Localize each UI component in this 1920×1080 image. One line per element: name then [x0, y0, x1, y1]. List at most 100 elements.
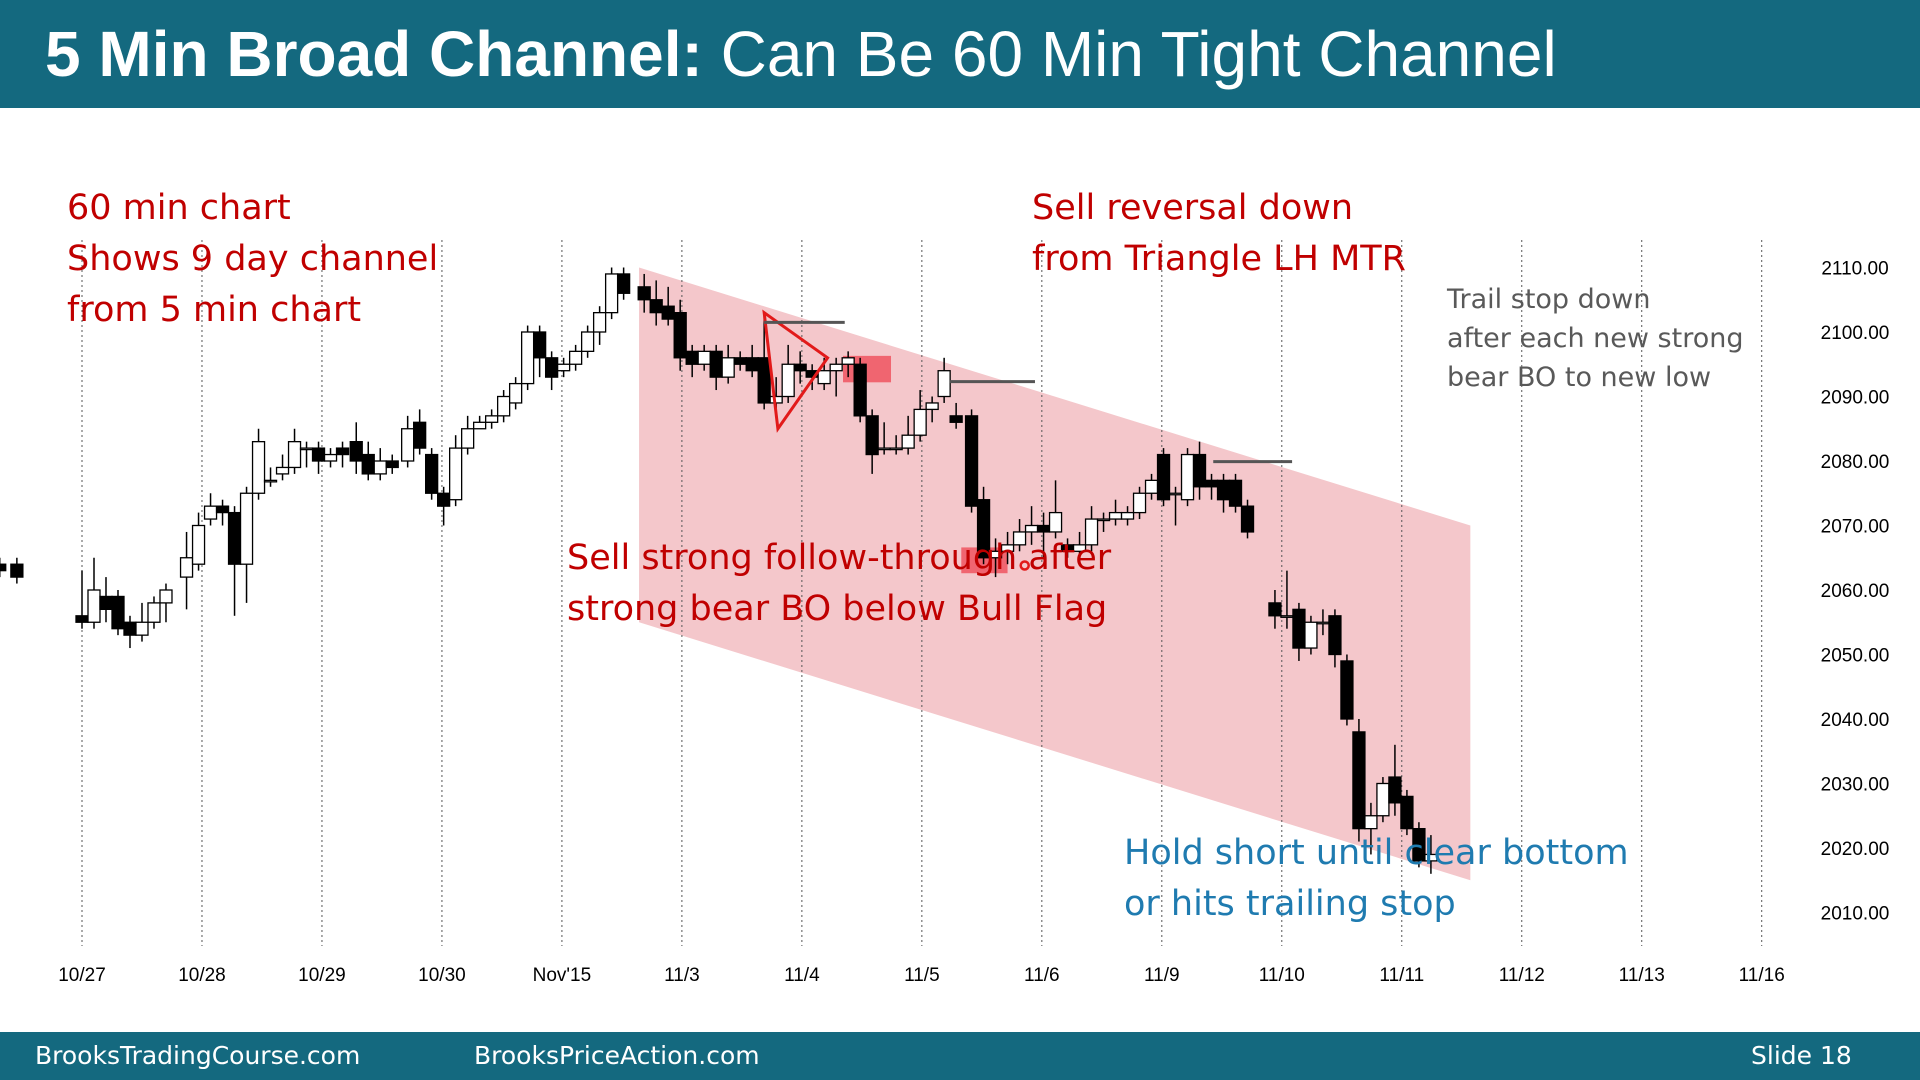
bull-candle	[1048, 511, 1063, 533]
bull-candle	[817, 370, 831, 385]
y-tick-label: 2100.00	[1821, 323, 1890, 344]
x-tick-label: 11/3	[664, 965, 700, 986]
bull-candle	[323, 453, 338, 462]
bear-candle	[976, 499, 991, 559]
bear-candle	[1156, 453, 1171, 501]
bear-candle	[437, 492, 451, 507]
bear-candle	[227, 511, 242, 565]
slide-footer: BrooksTradingCourse.com BrooksPriceActio…	[0, 1032, 1920, 1080]
y-tick-label: 2110.00	[1821, 259, 1888, 280]
annotation-mid: Sell strong follow-through after strong …	[567, 533, 1111, 635]
annotation-line: from Triangle LH MTR	[1032, 239, 1406, 279]
bull-candle	[1012, 531, 1027, 546]
annotation-line: 60 min chart	[67, 188, 291, 228]
bull-candle	[1084, 518, 1099, 546]
bear-candle	[1340, 660, 1354, 720]
annotation-line: Sell strong follow-through after	[567, 538, 1112, 578]
slide-header: 5 Min Broad Channel: Can Be 60 Min Tight…	[0, 0, 1920, 108]
bear-candle	[637, 286, 651, 301]
y-tick-label: 2070.00	[1821, 517, 1890, 538]
bull-candle	[496, 395, 511, 417]
bull-candle	[604, 273, 619, 314]
bull-candle	[135, 621, 149, 636]
bull-candle	[87, 589, 101, 623]
bear-candle	[10, 563, 24, 578]
bull-candle	[1376, 782, 1390, 817]
annotation-line: after each new strong	[1447, 323, 1744, 354]
bull-candle	[1316, 621, 1330, 625]
slide-title: 5 Min Broad Channel: Can Be 60 Min Tight…	[45, 14, 1557, 94]
bull-candle	[147, 602, 161, 623]
bull-candle	[1304, 621, 1318, 649]
bull-candle	[472, 421, 487, 430]
bear-candle	[99, 595, 113, 611]
bull-candle	[299, 447, 314, 451]
triangle-pattern	[762, 309, 830, 433]
bull-candle	[913, 408, 927, 436]
y-tick-label: 2040.00	[1821, 710, 1890, 731]
bear-candle	[215, 505, 230, 514]
bear-candle	[311, 447, 326, 462]
bull-candle	[1168, 492, 1183, 496]
bear-candle	[75, 615, 89, 623]
bear-candle	[544, 357, 559, 378]
bull-candle	[721, 357, 735, 378]
bear-candle	[1388, 776, 1402, 804]
annotation-line: bear BO to new low	[1447, 362, 1712, 393]
y-tick-label: 2020.00	[1821, 839, 1890, 860]
bull-candle	[520, 331, 535, 385]
bull-candle	[592, 311, 607, 333]
bear-candle	[1412, 828, 1426, 862]
bull-candle	[263, 479, 278, 483]
x-tick-label: 11/9	[1144, 965, 1180, 986]
bear-candle	[1352, 731, 1366, 830]
y-tick-label: 2030.00	[1821, 775, 1890, 796]
bull-candle	[1424, 853, 1438, 862]
annotation-top-mid: Sell reversal down from Triangle LH MTR	[1032, 183, 1406, 285]
bull-candle	[697, 350, 711, 365]
bear-candle	[349, 440, 363, 462]
bear-candle	[673, 311, 687, 359]
bull-candle	[484, 415, 499, 423]
bull-candle	[1072, 544, 1087, 552]
bull-candle	[1364, 815, 1378, 830]
bull-candle	[925, 402, 939, 411]
footer-left-link[interactable]: BrooksTradingCourse.com	[35, 1041, 361, 1070]
x-tick-label: 11/6	[1024, 965, 1060, 986]
y-tick-label: 2060.00	[1821, 581, 1890, 602]
y-tick-label: 2080.00	[1821, 452, 1890, 473]
bear-candle	[123, 621, 137, 636]
bear-candle	[413, 421, 427, 449]
bear-candle	[1328, 615, 1342, 656]
bear-candle	[709, 350, 723, 378]
x-tick-label: 11/10	[1259, 965, 1305, 986]
bull-candle	[460, 428, 475, 449]
bear-candle	[1036, 524, 1051, 533]
bear-candle	[949, 415, 963, 423]
bull-candle	[251, 440, 266, 494]
bull-candle	[239, 492, 254, 565]
footer-mid-link[interactable]: BrooksPriceAction.com	[474, 1041, 760, 1070]
slide-number: Slide 18	[1751, 1041, 1852, 1070]
annotation-line: from 5 min chart	[67, 290, 362, 330]
bear-candle	[1240, 505, 1255, 533]
annotation-top-left: 60 min chart Shows 9 day channel from 5 …	[67, 183, 438, 336]
bull-candle	[1108, 511, 1123, 520]
bear-candle	[1268, 602, 1282, 617]
bull-candle	[901, 434, 915, 449]
bear-candle	[385, 460, 399, 469]
annotation-line: Shows 9 day channel	[67, 239, 439, 279]
bull-candle	[401, 428, 415, 462]
bear-candle	[1292, 608, 1306, 649]
bull-candle	[203, 505, 218, 520]
bull-candle	[449, 447, 463, 501]
annotation-line: Sell reversal down	[1032, 188, 1354, 228]
x-tick-label: 10/29	[298, 965, 346, 986]
annotation-line: strong bear BO below Bull Flag	[567, 589, 1108, 629]
bear-candle	[661, 305, 675, 320]
bear-candle	[1204, 479, 1219, 488]
price-chart: 10/27 10/28 10/29 10/30 Nov'15 11/3 11/4 11/5 11…	[0, 240, 1890, 986]
x-tick-label: 10/28	[178, 965, 226, 986]
bull-candle	[1280, 615, 1294, 618]
bear-candle	[1400, 795, 1414, 830]
